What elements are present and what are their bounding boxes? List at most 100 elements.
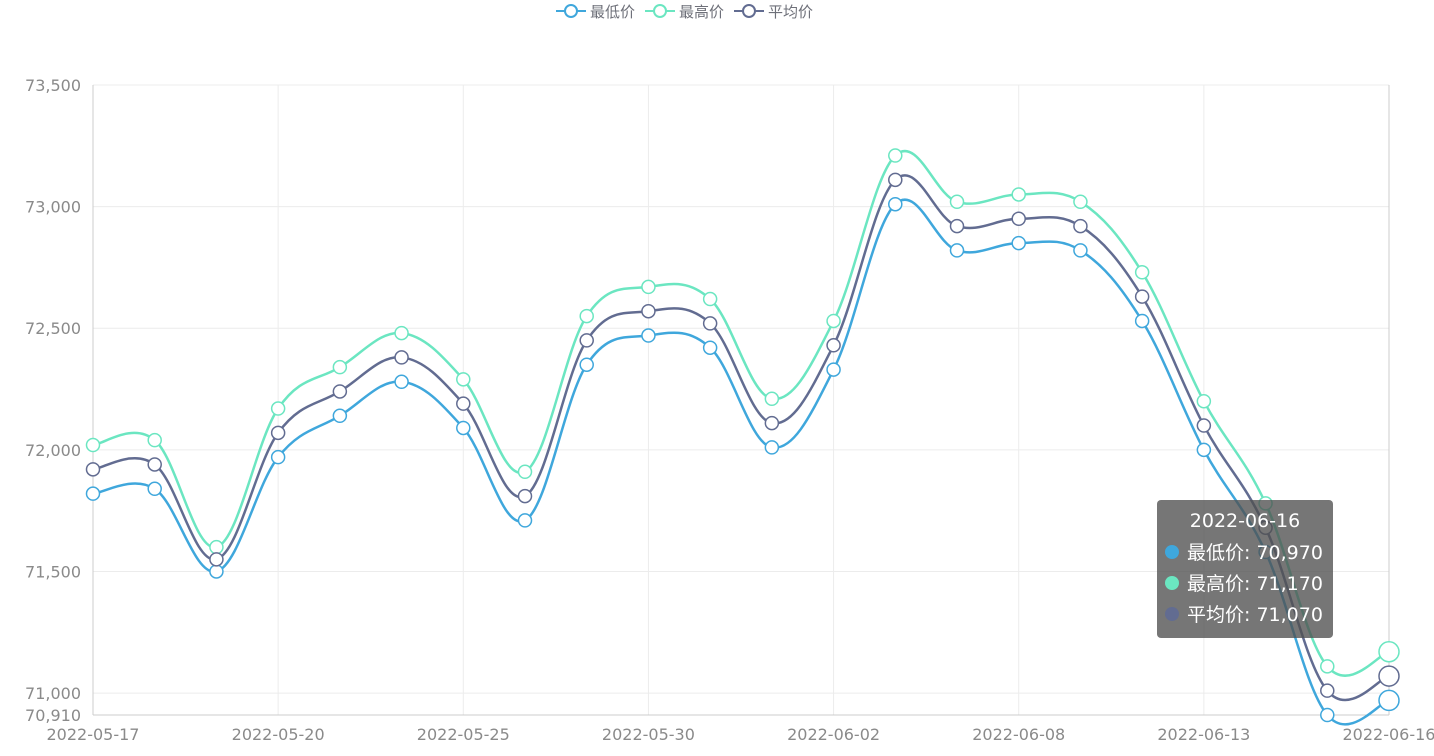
data-point <box>702 316 718 331</box>
data-point <box>517 513 533 528</box>
tooltip-row-text: 最低价: 70,970 <box>1187 542 1323 564</box>
data-point <box>888 172 903 188</box>
legend-label: 最高价 <box>679 2 725 21</box>
legend-item-avg-price[interactable]: 平均价 <box>734 1 813 22</box>
data-point <box>456 396 471 411</box>
axis-layer: 70,910 71,000 71,500 72,000 72,500 73,000 73,5… <box>25 76 1434 744</box>
data-point <box>1011 187 1026 202</box>
x-tick-label: 2022-06-08 <box>972 725 1065 744</box>
legend-item-min-price[interactable]: 最低价 <box>556 1 635 22</box>
x-tick-label: 2022-06-13 <box>1157 725 1250 744</box>
chart-legend: 最低价 最高价 平均价 <box>556 0 813 22</box>
data-point <box>394 374 409 390</box>
data-point <box>147 457 162 472</box>
y-tick-label: 72,500 <box>25 319 81 338</box>
tooltip-row-min: 最低价: 70,970 <box>1165 536 1325 567</box>
data-point <box>702 291 718 307</box>
series-line <box>92 174 1390 702</box>
data-point <box>332 384 348 399</box>
data-point <box>147 432 162 448</box>
data-point <box>579 333 594 348</box>
data-point <box>394 350 409 365</box>
data-point <box>1378 689 1400 712</box>
x-tick-label: 2022-05-25 <box>417 725 510 744</box>
data-point <box>1196 442 1212 458</box>
data-point <box>641 303 656 319</box>
data-point <box>1134 289 1150 304</box>
data-point <box>85 437 101 453</box>
data-point <box>209 564 224 579</box>
data-point <box>949 194 965 210</box>
data-point <box>1073 218 1088 234</box>
data-point <box>1196 418 1212 433</box>
data-point <box>270 401 286 416</box>
x-tick-label: 2022-06-02 <box>787 725 880 744</box>
data-point <box>949 218 965 234</box>
legend-label: 平均价 <box>768 2 814 21</box>
legend-line-marker-icon <box>556 4 586 18</box>
data-point <box>517 488 533 504</box>
legend-line-marker-icon <box>645 4 676 18</box>
data-point <box>1073 194 1088 210</box>
data-point <box>270 449 286 465</box>
data-point <box>1134 313 1150 329</box>
legend-label: 最低价 <box>590 2 636 21</box>
tooltip-row-avg: 平均价: 71,070 <box>1165 598 1325 629</box>
data-point <box>579 357 594 372</box>
data-point <box>826 362 841 377</box>
data-point <box>332 408 348 424</box>
data-point <box>888 148 903 163</box>
legend-item-max-price[interactable]: 最高价 <box>645 1 724 22</box>
y-tick-label: 71,000 <box>25 684 81 703</box>
series-line <box>92 149 1390 677</box>
x-tick-label: 2022-05-30 <box>602 725 695 744</box>
data-point <box>1134 265 1150 280</box>
data-point <box>764 391 780 407</box>
data-point <box>147 481 162 497</box>
tooltip-dot <box>1165 575 1179 590</box>
y-tick-label: 70,910 <box>25 706 81 725</box>
data-point <box>394 325 409 341</box>
tooltip-row-text: 平均价: 71,070 <box>1187 604 1323 626</box>
data-point <box>456 372 471 387</box>
data-point <box>85 486 101 501</box>
data-point <box>1011 235 1026 251</box>
data-point <box>764 440 780 455</box>
series-line <box>92 198 1390 726</box>
tooltip-row-text: 最高价: 71,170 <box>1187 573 1323 595</box>
data-point <box>209 552 224 567</box>
data-point <box>456 420 471 436</box>
data-point <box>1320 707 1335 723</box>
data-point <box>1320 659 1335 674</box>
y-tick-label: 71,500 <box>25 562 81 581</box>
data-point <box>1378 641 1400 663</box>
data-point <box>209 539 224 555</box>
tooltip-row-max: 最高价: 71,170 <box>1165 567 1325 598</box>
data-point <box>641 328 656 343</box>
data-point <box>1196 393 1212 409</box>
data-point <box>826 338 841 353</box>
data-point <box>579 308 594 324</box>
data-point <box>1073 243 1088 258</box>
tooltip-dot <box>1165 606 1179 621</box>
y-tick-label: 73,500 <box>25 76 81 95</box>
data-point <box>888 196 903 212</box>
series-layer <box>85 148 1400 726</box>
x-tick-label: 2022-05-17 <box>47 725 140 744</box>
data-point <box>764 415 780 431</box>
y-tick-label: 73,000 <box>25 198 81 217</box>
data-point <box>85 462 101 477</box>
data-point <box>270 425 286 441</box>
tooltip-title: 2022-06-16 <box>1189 510 1301 532</box>
tooltip-dot <box>1165 544 1179 559</box>
data-point <box>1378 665 1400 687</box>
data-point <box>641 279 656 295</box>
data-point <box>1320 683 1335 698</box>
data-point <box>949 243 965 258</box>
data-point <box>1011 211 1026 227</box>
x-tick-label: 2022-06-16 <box>1343 725 1434 744</box>
data-point <box>517 464 533 480</box>
data-point <box>702 340 718 355</box>
data-point <box>332 359 348 375</box>
chart-tooltip: 2022-06-16 最低价: 70,970 最高价: 71,170 平均价: … <box>1157 500 1333 638</box>
